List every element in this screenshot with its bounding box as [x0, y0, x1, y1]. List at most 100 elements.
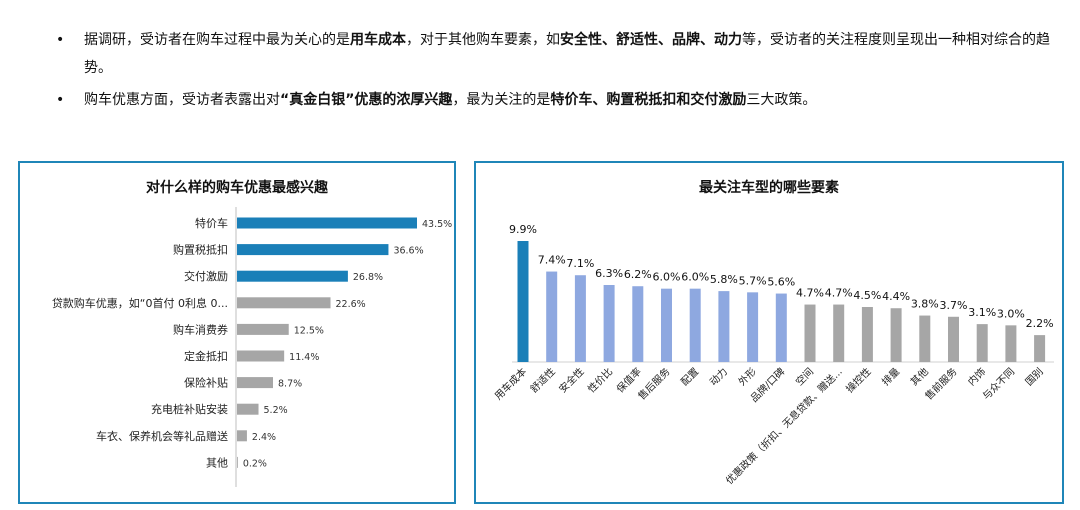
bullet-item: • 购车优惠方面，受访者表露出对“真金白银”优惠的浓厚兴趣，最为关注的是特价车、购… — [54, 86, 1054, 114]
data-label: 4.4% — [882, 290, 910, 303]
bar — [237, 244, 389, 256]
y-tick-label: 购车消费券 — [173, 322, 228, 336]
bullet-text-segment: 购车优惠方面，受访者表露出对 — [84, 92, 280, 108]
data-label: 5.6% — [767, 276, 795, 289]
data-label: 5.2% — [264, 405, 288, 416]
y-tick-label: 其他 — [206, 456, 228, 469]
bullet-dot-icon: • — [56, 32, 65, 48]
x-tick-label: 售前服务 — [922, 365, 959, 402]
data-label: 4.7% — [796, 287, 824, 300]
bar — [632, 286, 644, 362]
chart-panel-discount-interest: 对什么样的购车优惠最感兴趣 特价车 43.5% 购置税抵扣 36.6% 交付激励 26.8… — [18, 161, 456, 504]
x-tick-label: 用车成本 — [492, 365, 529, 402]
x-tick-label: 安全性 — [556, 365, 586, 395]
x-tick-label: 操控性 — [843, 365, 873, 395]
bullet-text: 购车优惠方面，受访者表露出对“真金白银”优惠的浓厚兴趣，最为关注的是特价车、购置… — [84, 92, 816, 108]
data-label: 7.1% — [566, 257, 594, 270]
x-tick-label: 排量 — [879, 365, 902, 388]
y-tick-label: 贷款购车优惠，如“0首付 0利息 0... — [52, 296, 228, 310]
bar — [237, 323, 289, 335]
data-label: 3.0% — [997, 307, 1025, 320]
data-label: 22.6% — [336, 299, 366, 310]
data-label: 6.3% — [595, 267, 623, 280]
data-label: 36.6% — [393, 246, 423, 257]
bar — [1034, 335, 1046, 362]
data-label: 4.7% — [825, 287, 853, 300]
y-tick-label: 车衣、保养机会等礼品赠送 — [96, 429, 228, 443]
bullet-text-segment: 据调研，受访者在购车过程中最为关心的是 — [84, 32, 350, 48]
data-label: 3.1% — [968, 306, 996, 319]
bullet-bold-text: 用车成本 — [350, 32, 406, 48]
bullet-text: 据调研，受访者在购车过程中最为关心的是用车成本，对于其他购车要素，如安全性、舒适… — [84, 32, 1050, 76]
y-tick-label: 购置税抵扣 — [173, 243, 228, 257]
bar — [237, 350, 285, 362]
bar — [237, 403, 259, 415]
bullet-item: • 据调研，受访者在购车过程中最为关心的是用车成本，对于其他购车要素，如安全性、舒… — [54, 26, 1054, 82]
bar — [546, 271, 558, 362]
bar — [574, 275, 586, 362]
x-tick-label: 与众不同 — [980, 366, 1017, 403]
bar — [747, 292, 759, 362]
data-label: 8.7% — [278, 379, 302, 390]
x-tick-label: 其他 — [908, 365, 931, 388]
chart-panel-car-factors: 最关注车型的哪些要素 9.9% 用车成本 7.4% 舒适性 7.1% 安全性 6.3% 性价比… — [474, 161, 1064, 504]
bar — [237, 217, 417, 229]
data-label: 9.9% — [509, 223, 537, 236]
x-tick-label: 性价比 — [585, 365, 615, 395]
horizontal-bar-chart: 特价车 43.5% 购置税抵扣 36.6% 交付激励 26.8% 贷款购车优惠，如“0首付 … — [52, 207, 452, 487]
bullet-text-segment: 等，受访者的关注程度则呈现出一种相对综合的趋势。 — [84, 32, 1050, 76]
bar — [237, 297, 331, 309]
data-label: 26.8% — [353, 272, 383, 283]
y-tick-label: 交付激励 — [184, 269, 228, 283]
bullet-text-segment: 三大政策。 — [746, 92, 817, 108]
data-label: 3.7% — [940, 299, 968, 312]
data-label: 7.4% — [538, 254, 566, 267]
data-label: 12.5% — [294, 325, 324, 336]
vertical-bar-chart: 9.9%用车成本7.4%舒适性7.1%安全性6.3%性价比6.2%保值率6.0%… — [492, 223, 1054, 487]
x-tick-label: 空间 — [793, 365, 816, 388]
bullet-bold-text: “真金白银”优惠的浓厚兴趣 — [280, 92, 453, 108]
data-label: 3.8% — [911, 298, 939, 311]
bullet-dot-icon: • — [56, 92, 65, 108]
data-label: 6.2% — [624, 268, 652, 281]
data-label: 2.2% — [1026, 317, 1054, 330]
x-tick-label: 动力 — [707, 365, 730, 388]
data-label: 43.5% — [422, 219, 452, 230]
data-label: 2.4% — [252, 432, 276, 443]
data-label: 6.0% — [653, 271, 681, 284]
bar — [890, 308, 902, 362]
bar — [861, 307, 873, 362]
bullet-bold-text: 安全性、舒适性、品牌、动力 — [560, 32, 742, 48]
data-label: 11.4% — [289, 352, 319, 363]
y-tick-label: 充电桩补贴安装 — [151, 402, 228, 416]
bullet-text-segment: ，对于其他购车要素，如 — [406, 32, 560, 48]
data-label: 4.5% — [853, 289, 881, 302]
data-label: 5.8% — [710, 273, 738, 286]
x-tick-label: 舒适性 — [527, 365, 557, 395]
x-tick-label: 国别 — [1023, 366, 1046, 389]
bar — [804, 304, 816, 362]
y-tick-label: 定金抵扣 — [184, 349, 228, 363]
y-tick-label: 保险补贴 — [184, 376, 228, 390]
bar — [919, 315, 931, 362]
bar — [237, 377, 273, 389]
x-tick-label: 售后服务 — [635, 365, 672, 402]
bar — [603, 285, 615, 362]
bar — [948, 316, 959, 362]
x-tick-label: 外形 — [736, 366, 759, 389]
data-label: 6.0% — [681, 271, 709, 284]
bar — [775, 293, 787, 362]
data-label: 5.7% — [739, 274, 767, 287]
bullet-text-segment: ，最为关注的是 — [452, 92, 551, 108]
bar — [718, 291, 730, 362]
x-tick-label: 配置 — [679, 366, 702, 389]
bar — [661, 288, 672, 362]
bullet-list: • 据调研，受访者在购车过程中最为关心的是用车成本，对于其他购车要素，如安全性、舒… — [54, 26, 1054, 118]
bullet-bold-text: 特价车、购置税抵扣和交付激励 — [550, 92, 747, 108]
bar — [833, 304, 845, 362]
chart-title: 最关注车型的哪些要素 — [699, 180, 839, 196]
chart-title: 对什么样的购车优惠最感兴趣 — [146, 180, 328, 196]
x-tick-label: 内饰 — [965, 365, 988, 388]
bar — [237, 270, 348, 282]
bar — [689, 288, 701, 362]
